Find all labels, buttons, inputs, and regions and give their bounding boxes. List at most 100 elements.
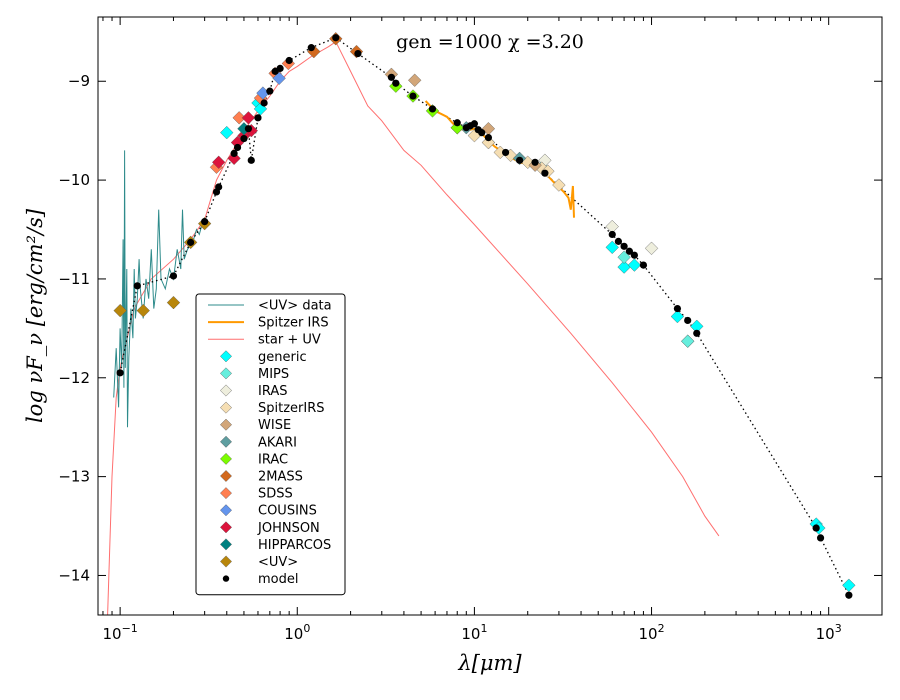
legend-box (195, 293, 346, 596)
legend-marker-irac (220, 452, 232, 465)
point-iras (605, 219, 619, 234)
point-model (276, 64, 284, 72)
legend-marker-wise (220, 418, 232, 431)
legend: <UV> data Spitzer IRS star + UV generic MIPS… (195, 293, 346, 596)
point-uv (166, 295, 181, 310)
point-model (693, 329, 701, 337)
legend-label: HIPPARCOS (258, 538, 331, 553)
legend-label: COUSINS (258, 504, 317, 519)
point-model (332, 34, 340, 42)
legend-label: <UV> (258, 555, 298, 570)
point-wise (408, 73, 422, 87)
y-tick-label: −12 (58, 369, 90, 387)
legend-marker-uv (220, 555, 232, 568)
point-model (387, 73, 396, 81)
point-model (215, 183, 223, 191)
point-model (392, 79, 400, 87)
point-generic (690, 319, 704, 334)
legend-marker-generic (220, 350, 232, 363)
legend-marker-model (222, 575, 230, 582)
point-model (260, 99, 268, 107)
x-tick-label: 101 (461, 622, 487, 643)
legend-label: star + UV (258, 333, 321, 348)
x-axis-title: λ[μm] (457, 651, 522, 675)
axes-ticks: 10−1 100 101 102 103 −9 −10 −11 −12 −13 −14 (58, 17, 883, 643)
legend-label: MIPS (258, 367, 289, 382)
point-model (620, 242, 628, 250)
legend-marker-hipparcos (220, 538, 232, 551)
x-tick-label: 100 (284, 622, 310, 643)
legend-label: SDSS (258, 487, 293, 502)
point-generic (605, 240, 619, 254)
y-tick-label: −11 (58, 270, 90, 288)
point-model (614, 237, 623, 245)
point-model (247, 156, 255, 164)
point-uv (136, 303, 150, 318)
legend-marker-mips (220, 367, 232, 380)
point-model (201, 218, 209, 226)
point-model (625, 247, 634, 255)
point-johnson (227, 151, 241, 165)
point-model (470, 120, 479, 128)
point-model (187, 238, 195, 246)
point-model (133, 282, 141, 290)
point-model (169, 272, 178, 280)
legend-label: WISE (258, 418, 291, 433)
point-model (484, 133, 493, 142)
point-model (285, 56, 293, 65)
point-model (428, 105, 437, 113)
y-tick-label: −10 (58, 171, 90, 189)
legend-marker-akari (220, 435, 232, 448)
chart-title: gen =1000 χ =3.20 (396, 31, 584, 53)
point-model (240, 134, 248, 143)
point-model (354, 49, 362, 58)
point-johnson (212, 155, 226, 169)
point-spitzerirs (481, 135, 496, 150)
point-model (516, 156, 524, 164)
legend-label: SpitzerIRS (258, 401, 325, 416)
legend-marker-2mass (220, 470, 232, 482)
x-tick-label: 103 (816, 622, 842, 643)
point-model (608, 230, 616, 239)
y-tick-label: −14 (58, 566, 90, 584)
point-model (501, 148, 510, 157)
y-axis-title: log νF_ν [erg/cm²/s] (23, 208, 47, 423)
point-generic (670, 309, 685, 324)
series-line-model (119, 37, 850, 596)
legend-marker-spitzerirs (220, 401, 232, 414)
point-model (453, 119, 461, 127)
legend-label: JOHNSON (257, 521, 320, 536)
legend-marker-iras (220, 384, 232, 397)
point-model (116, 369, 124, 377)
point-model (639, 261, 648, 269)
point-mips (681, 334, 695, 348)
point-model (230, 149, 238, 158)
legend-label: AKARI (258, 435, 297, 450)
legend-label: 2MASS (258, 470, 303, 485)
point-model (254, 114, 262, 122)
point-spitzerirs (493, 145, 507, 160)
point-generic (220, 125, 234, 140)
point-model (845, 591, 853, 599)
legend-label: generic (258, 350, 307, 365)
x-tick-label: 102 (638, 622, 664, 643)
point-model (409, 92, 417, 100)
point-model (266, 87, 274, 95)
y-tick-label: −13 (58, 468, 90, 486)
series-line-uv-data (113, 150, 208, 428)
point-model (812, 524, 820, 532)
point-model (244, 125, 253, 133)
point-model (630, 251, 638, 259)
point-sdss (232, 111, 246, 125)
legend-marker-johnson (220, 521, 232, 534)
point-model (531, 158, 539, 166)
point-cousins (272, 71, 286, 85)
point-model (307, 44, 315, 52)
series-line-star-uv (107, 40, 720, 615)
point-uv (113, 303, 127, 318)
point-cousins (256, 86, 270, 100)
legend-marker-sdss (220, 487, 232, 500)
legend-label: IRAC (258, 452, 288, 467)
